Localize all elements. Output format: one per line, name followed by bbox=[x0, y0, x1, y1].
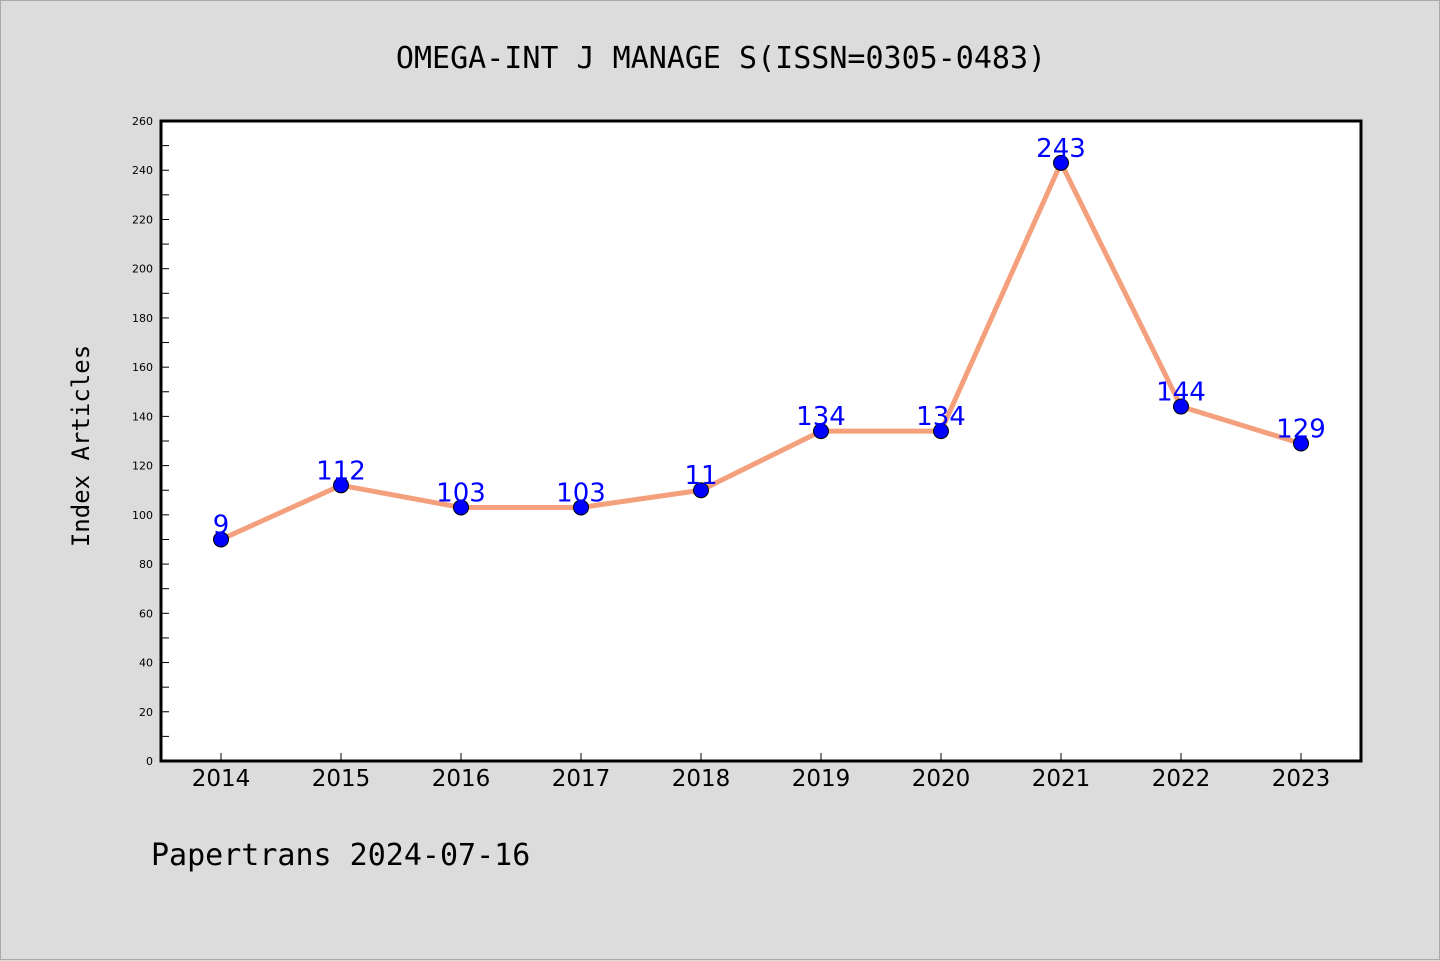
data-point bbox=[453, 499, 469, 516]
data-point bbox=[573, 499, 589, 516]
data-label: 9 bbox=[213, 510, 230, 540]
x-tick-label: 2022 bbox=[1152, 766, 1211, 792]
data-point bbox=[693, 482, 709, 499]
footer-credit: Papertrans 2024-07-16 bbox=[151, 838, 530, 873]
x-tick-label: 2016 bbox=[432, 766, 491, 792]
chart-title: OMEGA-INT J MANAGE S(ISSN=0305-0483) bbox=[396, 41, 1046, 76]
data-label: 129 bbox=[1276, 414, 1326, 444]
data-label: 11 bbox=[684, 461, 717, 491]
y-tick-label: 20 bbox=[139, 706, 153, 719]
data-label: 243 bbox=[1036, 134, 1086, 164]
data-label: 103 bbox=[556, 478, 606, 508]
y-tick-label: 180 bbox=[132, 312, 153, 325]
data-point bbox=[1053, 154, 1069, 171]
data-label: 103 bbox=[436, 478, 486, 508]
x-tick-label: 2014 bbox=[192, 766, 251, 792]
y-tick-label: 220 bbox=[132, 213, 153, 226]
x-axis: 2014 2015 2016 2017 2018 2019 2020 2021 2022 2023 bbox=[192, 753, 1331, 792]
x-tick-label: 2018 bbox=[672, 766, 731, 792]
data-point bbox=[1293, 435, 1309, 452]
x-tick-label: 2023 bbox=[1272, 766, 1331, 792]
data-point bbox=[933, 423, 949, 440]
y-tick-label: 80 bbox=[139, 558, 153, 571]
data-point bbox=[813, 423, 829, 440]
data-label: 144 bbox=[1156, 378, 1206, 408]
x-tick-label: 2021 bbox=[1032, 766, 1091, 792]
series-line bbox=[218, 160, 1304, 542]
data-point bbox=[1173, 398, 1189, 415]
x-tick-label: 2020 bbox=[912, 766, 971, 792]
y-tick-label: 160 bbox=[132, 361, 153, 374]
x-tick-label: 2017 bbox=[552, 766, 611, 792]
x-tick-label: 2015 bbox=[312, 766, 371, 792]
plot-border bbox=[159, 119, 1363, 763]
x-tick-label: 2019 bbox=[792, 766, 851, 792]
data-point bbox=[333, 477, 349, 494]
y-tick-label: 240 bbox=[132, 164, 153, 177]
y-tick-label: 60 bbox=[139, 607, 153, 620]
y-tick-label: 200 bbox=[132, 263, 153, 276]
y-tick-label: 40 bbox=[139, 657, 153, 670]
y-tick-label: 100 bbox=[132, 509, 153, 522]
y-tick-label: 260 bbox=[132, 115, 153, 128]
data-label: 112 bbox=[316, 456, 366, 486]
series-group: 9 112 103 103 11 134 134 243 144 129 bbox=[213, 134, 1326, 548]
y-tick-label: 0 bbox=[146, 755, 153, 768]
y-axis-label: Index Articles bbox=[67, 345, 95, 547]
data-point bbox=[213, 531, 229, 548]
y-tick-label: 140 bbox=[132, 410, 153, 423]
data-label: 134 bbox=[916, 402, 966, 432]
y-tick-label: 120 bbox=[132, 460, 153, 473]
plot-area bbox=[161, 121, 1361, 761]
data-label: 134 bbox=[796, 402, 846, 432]
